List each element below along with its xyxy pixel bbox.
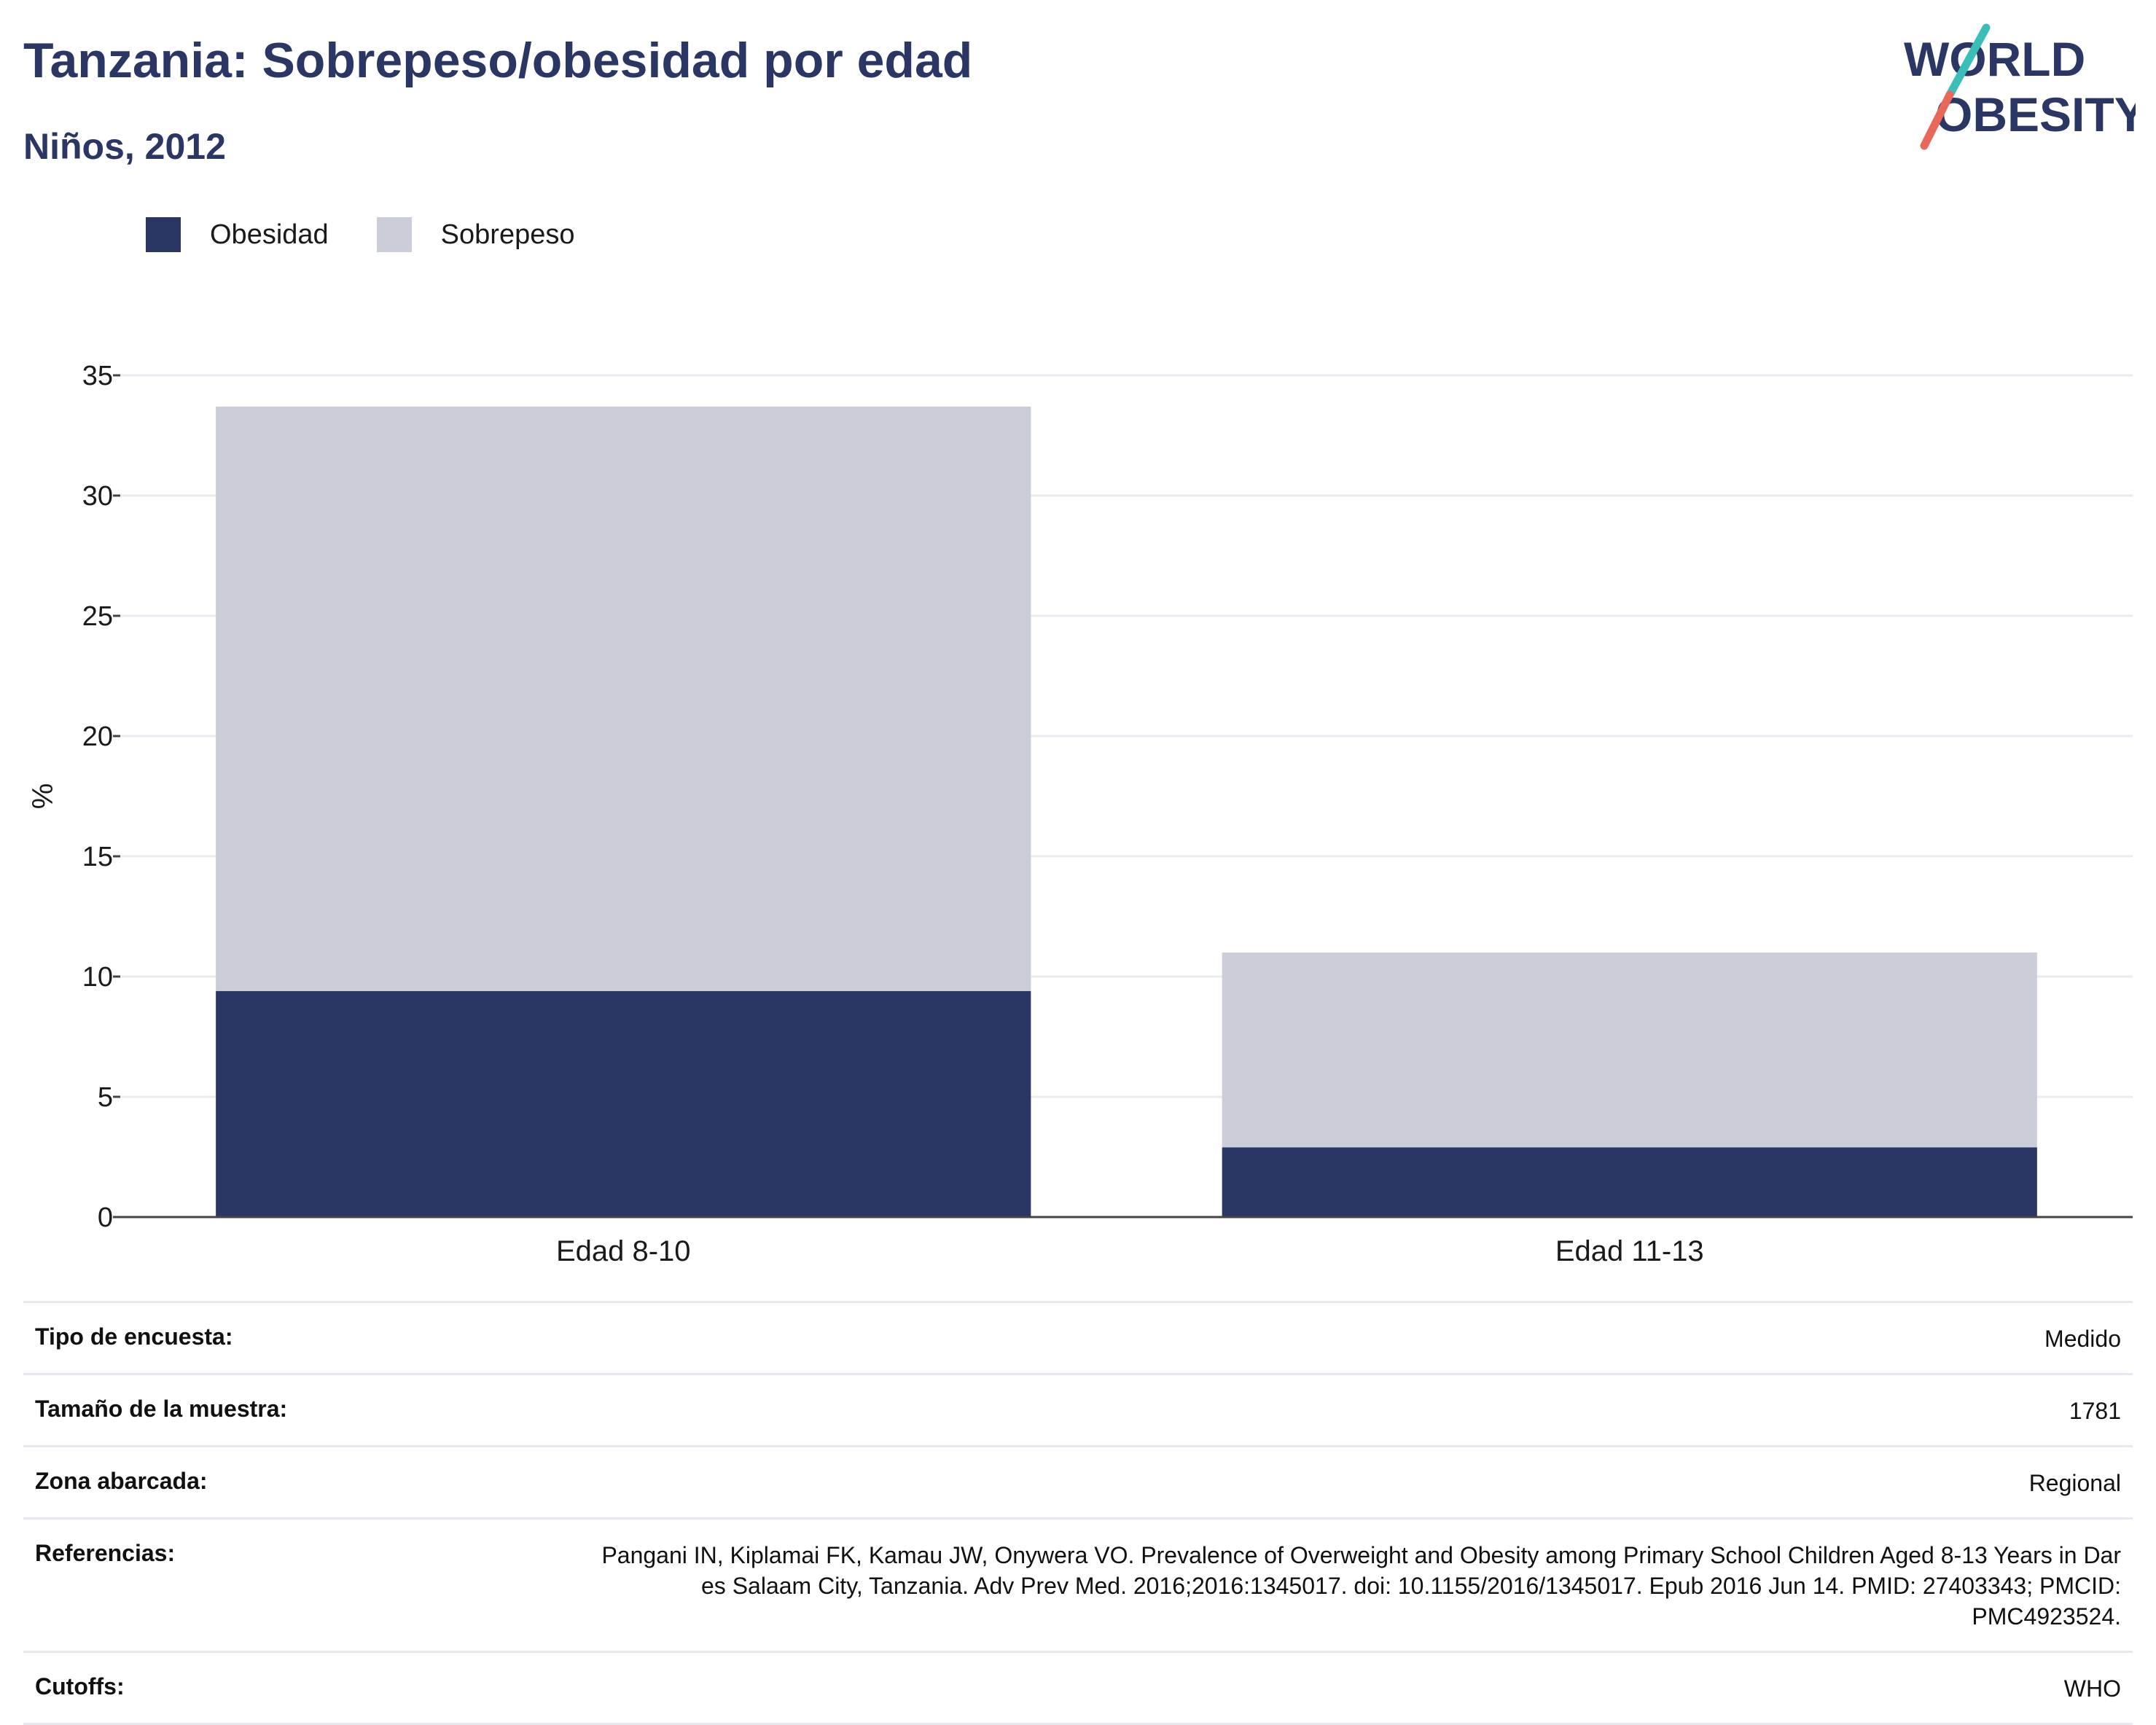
info-row-cutoffs: Cutoffs: WHO [23,1651,2133,1725]
info-label: Cutoffs: [35,1673,125,1699]
survey-info-table: Tipo de encuesta: Medido Tamaño de la mu… [23,1301,2133,1725]
y-tick-label: 5 [98,1082,113,1113]
y-tick-label: 15 [82,842,113,872]
info-row-survey-type: Tipo de encuesta: Medido [23,1301,2133,1373]
legend-swatch-obesidad [146,217,181,252]
info-row-coverage: Zona abarcada: Regional [23,1445,2133,1517]
info-value: Medido [2044,1326,2121,1352]
x-tick-label: Edad 11-13 [1555,1235,1704,1267]
world-obesity-logo: WORLD OBESITY [1904,23,2136,150]
y-tick-label: 35 [82,361,113,391]
logo-line1: WORLD [1904,32,2085,86]
stacked-bar-chart: 0 5 10 15 20 25 30 35% Edad 8-10 Edad 11-13 [27,361,2133,1267]
info-value: WHO [2063,1675,2121,1702]
chart-subtitle: Niños, 2012 [23,126,226,167]
bar-sobrepeso-1 [216,406,1031,991]
logo-teal-slash [1945,23,1991,99]
info-value: 1781 [2069,1398,2121,1424]
bar-obesidad-2 [1222,1147,2037,1217]
info-value: Pangani IN, Kiplamai FK, Kamau JW, Onywe… [601,1542,2121,1630]
y-tick-label: 20 [82,721,113,752]
y-tick-label: 10 [82,962,113,993]
logo-line2: OBESITY [1935,87,2136,141]
y-axis-title: % [27,783,59,810]
info-label: Zona abarcada: [35,1468,208,1494]
legend-label-obesidad: Obesidad [210,219,329,250]
y-tick-label: 25 [82,601,113,632]
legend-item-obesidad[interactable]: Obesidad [146,217,329,252]
y-tick-label: 0 [98,1202,113,1233]
info-label: Referencias: [35,1540,176,1566]
info-row-references: Referencias: Pangani IN, Kiplamai FK, Ka… [23,1517,2133,1651]
chart-title: Tanzania: Sobrepeso/obesidad por edad [23,33,973,88]
chart-legend: Obesidad Sobrepeso [146,217,622,252]
info-label: Tamaño de la muestra: [35,1396,288,1422]
info-value: Regional [2028,1470,2121,1496]
legend-item-sobrepeso[interactable]: Sobrepeso [376,217,575,252]
info-label: Tipo de encuesta: [35,1323,233,1350]
legend-swatch-sobrepeso [376,217,412,252]
x-tick-label: Edad 8-10 [556,1235,691,1267]
bar-obesidad-1 [216,990,1031,1217]
bar-sobrepeso-2 [1222,953,2037,1148]
y-tick-label: 30 [82,481,113,512]
info-row-sample-size: Tamaño de la muestra: 1781 [23,1373,2133,1445]
legend-label-sobrepeso: Sobrepeso [440,219,575,250]
logo-coral-slash [1920,90,1954,150]
